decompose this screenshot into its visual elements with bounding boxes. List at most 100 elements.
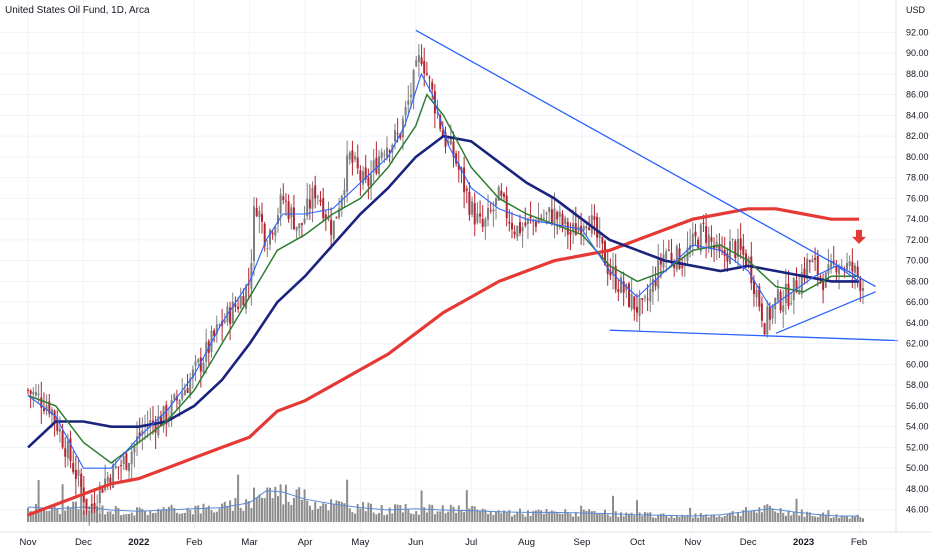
volume-bar	[316, 508, 319, 522]
volume-bar	[279, 484, 282, 522]
volume-bar	[534, 510, 537, 522]
time-tick-label: Feb	[186, 537, 202, 548]
candle-body	[162, 406, 165, 427]
volume-bar	[721, 517, 724, 522]
volume-bar	[609, 516, 612, 522]
volume-bar	[277, 496, 279, 522]
volume-bar	[628, 513, 630, 522]
candle-body	[348, 152, 351, 160]
candle-body	[136, 436, 138, 445]
volume-bar	[683, 515, 686, 522]
candle-body	[484, 218, 487, 227]
candle-body	[197, 359, 200, 363]
price-tick-label: 90.00	[906, 48, 929, 58]
candle-body	[29, 390, 32, 394]
volume-bar	[643, 511, 646, 522]
volume-bar	[681, 514, 684, 522]
candles	[27, 44, 864, 526]
volume-bar	[327, 510, 330, 522]
volume-bar	[407, 509, 410, 522]
volume-bar	[69, 507, 72, 522]
volume-bar	[463, 512, 466, 522]
candle-body	[375, 157, 378, 174]
volume-bar	[654, 517, 657, 522]
volume-bar	[723, 516, 726, 522]
volume-bar	[298, 487, 301, 522]
candle-body	[27, 389, 29, 391]
candle-body	[651, 278, 654, 292]
volume-bar	[468, 508, 471, 522]
volume-bar	[32, 511, 35, 522]
time-tick-label: Oct	[630, 537, 645, 548]
volume-bar	[258, 494, 261, 522]
price-tick-label: 46.00	[906, 505, 929, 515]
candle-body	[404, 106, 407, 116]
volume-bar	[529, 516, 532, 522]
time-axis[interactable]: Nov Dec 2022 Feb Mar Apr May Jun Jul Aug Sep Oct Nov…	[20, 537, 868, 548]
time-tick-label: Aug	[518, 537, 535, 548]
candle-body	[569, 232, 572, 235]
volume-bar	[670, 515, 673, 522]
candle-body	[122, 456, 125, 464]
candle-body	[396, 133, 399, 135]
volume-bar	[771, 508, 774, 522]
candle-body	[465, 188, 468, 191]
candle-body	[314, 185, 317, 199]
ma-long-line	[27, 207, 859, 517]
volume-bar	[633, 515, 636, 522]
candle-body	[489, 210, 492, 212]
candle-body	[101, 489, 104, 493]
candle-body	[165, 404, 168, 425]
price-tick-label: 48.00	[906, 484, 929, 494]
price-axis[interactable]: 46.00 48.00 50.00 52.00 54.00 56.00 58.00 60.00…	[906, 27, 929, 514]
candle-body	[816, 256, 819, 275]
candle-body	[596, 216, 599, 238]
volume-bar	[420, 490, 423, 522]
trendline[interactable]	[415, 29, 876, 288]
candle-body	[604, 241, 606, 266]
volume-bar	[50, 505, 53, 522]
candle-body	[383, 154, 386, 156]
price-tick-label: 70.00	[906, 256, 929, 266]
candle-body	[832, 260, 835, 263]
volume-bar	[447, 511, 450, 522]
volume-bar	[210, 510, 213, 522]
volume-bar	[726, 514, 729, 522]
candle-body	[455, 153, 458, 164]
volume-bar	[173, 507, 176, 522]
candle-body	[412, 70, 415, 99]
candle-body	[306, 198, 309, 217]
time-tick-label: Jun	[408, 537, 423, 548]
candle-body	[237, 306, 240, 310]
candle-body	[245, 285, 248, 309]
candle-body	[298, 223, 301, 229]
volume-bar	[239, 507, 242, 522]
volume-bar	[566, 512, 569, 522]
volume-bar	[165, 508, 168, 522]
candle-body	[218, 324, 221, 326]
volume-bar	[160, 509, 162, 522]
candle-body	[542, 217, 545, 219]
candle-body	[742, 246, 745, 255]
trendlines[interactable]	[415, 29, 898, 342]
symbol-title: United States Oil Fund, 1D, Arca	[5, 5, 150, 16]
trendline[interactable]	[775, 291, 876, 334]
volume-bar	[215, 511, 218, 522]
candle-body	[93, 503, 96, 509]
candle-body	[324, 214, 327, 219]
volume-bar	[713, 514, 716, 522]
candle-body	[287, 201, 290, 219]
volume-bar	[665, 515, 668, 522]
trendline[interactable]	[609, 329, 898, 342]
candle-body	[763, 323, 766, 335]
volume-bar	[308, 505, 311, 522]
candle-body	[128, 463, 130, 472]
candle-body	[417, 55, 420, 63]
price-tick-label: 58.00	[906, 380, 929, 390]
candle-body	[505, 195, 508, 219]
volume-bar	[830, 518, 833, 522]
volume-bar	[183, 512, 186, 522]
volume-bar	[659, 513, 662, 522]
